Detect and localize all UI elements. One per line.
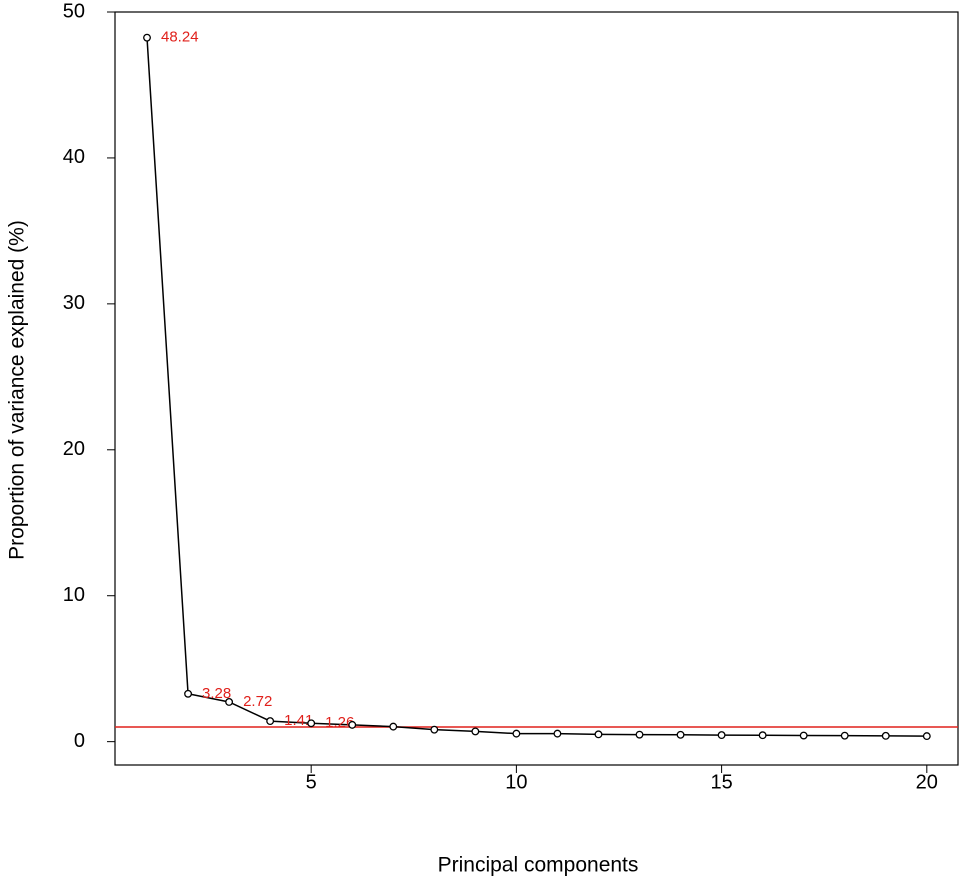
value-label: 48.24 [161, 29, 199, 46]
point [553, 729, 562, 738]
point [635, 730, 644, 739]
plot-box [114, 11, 959, 766]
series-line [146, 37, 927, 737]
x-tick-label: 20 [916, 771, 938, 793]
x-tick-label: 5 [306, 771, 317, 793]
value-label: 1.41 [284, 712, 313, 729]
point [430, 725, 439, 734]
point [348, 720, 357, 729]
point [881, 731, 890, 740]
point [512, 729, 521, 738]
value-label: 1.26 [325, 714, 354, 731]
value-label: 3.28 [202, 685, 231, 702]
point [225, 698, 234, 706]
point [799, 731, 808, 740]
x-tick-label: 10 [505, 771, 527, 793]
point [471, 727, 480, 736]
point [184, 689, 193, 698]
y-tick-label: 40 [63, 146, 85, 168]
point [676, 730, 685, 739]
point [143, 33, 151, 42]
x-tick-label: 15 [710, 771, 732, 793]
value-label: 2.72 [243, 693, 272, 710]
point [307, 719, 316, 728]
y-tick-label: 50 [63, 0, 85, 22]
y-tick-label: 10 [63, 584, 85, 606]
x-axis-title: Principal components [438, 854, 639, 877]
point [840, 731, 849, 740]
point [389, 722, 398, 731]
point [594, 730, 603, 739]
y-tick-label: 0 [74, 730, 85, 752]
point [922, 732, 931, 741]
y-tick-label: 30 [63, 292, 85, 314]
y-tick-label: 20 [63, 438, 85, 460]
point [266, 717, 275, 726]
point [717, 731, 726, 740]
point [758, 731, 767, 740]
y-axis-title: Proportion of variance explained (%) [6, 220, 29, 560]
